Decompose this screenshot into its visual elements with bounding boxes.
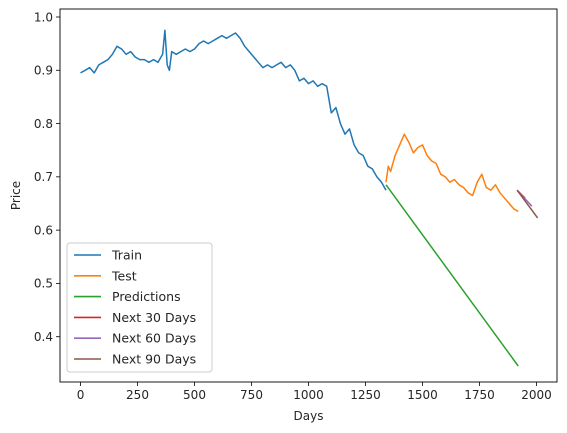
y-tick-label: 0.9 [34, 64, 53, 78]
x-tick-label: 2000 [521, 388, 552, 402]
y-tick-label: 0.6 [34, 223, 53, 237]
y-tick-label: 0.5 [34, 277, 53, 291]
y-tick-label: 0.4 [34, 330, 53, 344]
y-tick-label: 0.7 [34, 170, 53, 184]
legend-label: Next 30 Days [112, 310, 196, 325]
y-axis-label: Price [9, 181, 23, 210]
legend-box [66, 242, 213, 373]
plot-series-layer [80, 29, 539, 367]
legend-label: Test [111, 268, 137, 283]
legend-label: Next 90 Days [112, 352, 196, 367]
y-tick-label: 0.8 [34, 117, 53, 131]
x-tick-label: 250 [126, 388, 149, 402]
legend: Train Test Predictions Next 30 Days Next 60 … [66, 242, 213, 373]
x-tick-label: 1250 [350, 388, 381, 402]
legend-label: Predictions [112, 289, 181, 304]
legend-label: Next 60 Days [112, 331, 196, 346]
x-tick-label: 1750 [464, 388, 495, 402]
series-line-train [80, 29, 387, 191]
y-axis-ticks: 0.4 0.5 0.6 0.7 0.8 0.9 1.0 [34, 10, 60, 344]
series-line-predictions [385, 184, 519, 367]
x-axis-ticks: 0 250 500 750 1000 1250 1500 1750 2000 [77, 382, 552, 402]
x-tick-label: 1500 [407, 388, 438, 402]
x-tick-label: 500 [183, 388, 206, 402]
x-axis-label: Days [294, 409, 324, 423]
x-tick-label: 750 [240, 388, 263, 402]
legend-label: Train [111, 248, 142, 263]
x-tick-label: 1000 [293, 388, 324, 402]
series-line-next-90-days [516, 189, 539, 219]
x-tick-label: 0 [77, 388, 85, 402]
y-tick-label: 1.0 [34, 10, 53, 24]
series-line-test [385, 133, 519, 213]
